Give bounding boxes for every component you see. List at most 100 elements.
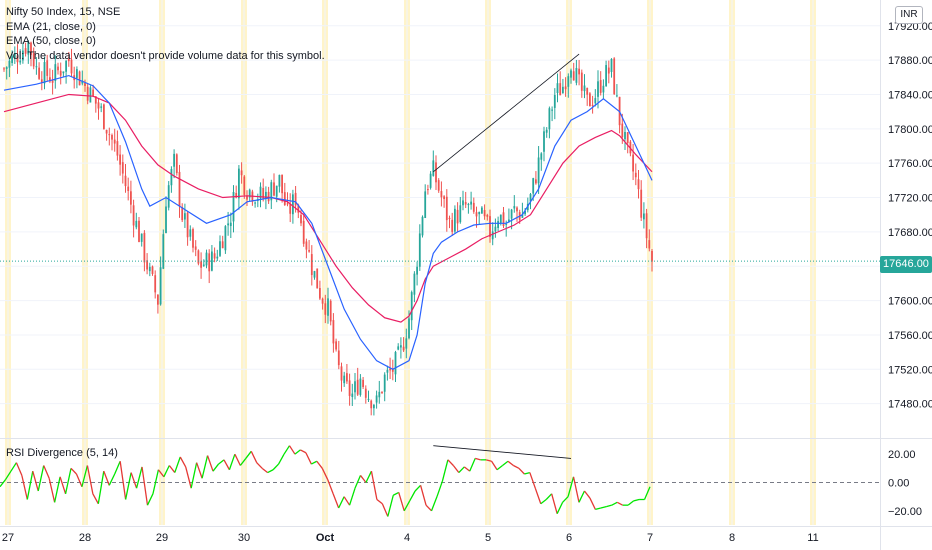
candle-237 (643, 202, 645, 229)
candle-body (340, 366, 343, 381)
candle-body (8, 60, 11, 68)
rsi-pane-label[interactable]: RSI Divergence (5, 14) (6, 447, 118, 459)
candle-168 (456, 202, 459, 232)
candle-body (86, 86, 89, 101)
rsi-segment-7 (37, 465, 45, 492)
ema50-legend[interactable]: EMA (50, close, 0) (6, 35, 96, 47)
candle-140 (381, 391, 383, 395)
candle-190 (516, 206, 518, 222)
rsi-segment-51 (278, 453, 285, 465)
rsi-segment-43 (234, 453, 241, 466)
candle-body (607, 67, 610, 74)
rsi-segment-77 (419, 485, 427, 506)
candle-body (219, 241, 221, 256)
rsi-segment-86 (469, 458, 476, 472)
candle-body (235, 192, 238, 198)
candle-13 (38, 62, 40, 80)
candle-body (121, 162, 124, 174)
candle-body (470, 201, 472, 205)
candle-77 (211, 245, 213, 272)
candle-body (94, 96, 97, 104)
candle-body (443, 196, 445, 200)
candle-0 (3, 67, 5, 72)
rsi-segment-21 (114, 460, 121, 475)
candle-body (513, 206, 516, 209)
rsi-segment-44 (239, 458, 247, 466)
candle-body (432, 160, 435, 176)
candle-187 (508, 208, 510, 223)
rsi-segment-68 (370, 471, 378, 500)
rsi-segment-85 (463, 466, 471, 472)
rsi-segment-16 (86, 465, 94, 494)
candle-body (497, 221, 499, 228)
candle-8 (24, 42, 27, 57)
candle-body (545, 129, 548, 133)
candle-body (413, 273, 416, 295)
rsi-segment-99 (540, 498, 547, 505)
ema21-legend[interactable]: EMA (21, close, 0) (6, 20, 96, 33)
candle-body (278, 174, 281, 187)
rsi-segment-91 (496, 464, 503, 471)
candle-226 (613, 57, 616, 95)
candle-189 (513, 195, 516, 213)
candle-body (78, 71, 81, 86)
candle-91 (248, 188, 251, 202)
candle-144 (391, 359, 394, 381)
candle-body (486, 214, 489, 217)
price-tick-label-9: 17840.00 (888, 89, 932, 101)
time-tick-label-0: 27 (2, 532, 14, 544)
candle-body (127, 186, 130, 192)
candles-group (3, 39, 653, 416)
candle-body (578, 68, 580, 75)
candle-body (329, 300, 332, 322)
candle-69 (189, 225, 192, 241)
rsi-segment-97 (529, 472, 536, 489)
candle-body (327, 298, 329, 316)
rsi-segment-109 (595, 507, 602, 511)
candle-169 (459, 196, 462, 224)
price-tick-label-10: 17880.00 (888, 55, 932, 67)
candle-body (205, 252, 208, 266)
candle-body (524, 210, 526, 215)
candle-45 (124, 164, 127, 193)
candle-body (111, 134, 113, 140)
symbol-title[interactable]: Nifty 50 Index, 15, NSE (6, 6, 121, 18)
candle-body (529, 194, 532, 202)
candle-82 (224, 225, 227, 254)
candle-158 (429, 171, 432, 190)
candle-body (624, 132, 626, 140)
candle-body (540, 153, 543, 160)
candle-87 (238, 165, 240, 210)
candle-body (508, 219, 510, 222)
candle-body (410, 292, 413, 321)
candle-219 (594, 89, 597, 107)
rsi-segment-81 (441, 459, 449, 482)
candle-body (316, 268, 319, 289)
candle-body (481, 207, 483, 214)
candle-body (408, 318, 410, 339)
candle-9 (27, 39, 30, 64)
candle-body (386, 369, 389, 373)
rsi-segment-28 (152, 469, 160, 494)
rsi-segment-2 (10, 462, 17, 472)
candle-11 (32, 47, 35, 70)
candle-body (459, 205, 462, 223)
volume-legend[interactable]: Vol: The data vendor doesn't provide vol… (6, 49, 325, 62)
rsi-segment-82 (447, 459, 454, 466)
candle-65 (178, 164, 181, 218)
rsi-tick-label-0: 20.00 (888, 449, 916, 461)
time-tick-label-5: 4 (404, 532, 410, 544)
candle-body (421, 216, 424, 236)
candle-body (16, 55, 19, 63)
candle-body (532, 178, 535, 194)
candle-body (173, 153, 175, 167)
candle-6 (19, 49, 22, 65)
candle-body (429, 173, 432, 188)
candle-body (305, 241, 308, 250)
candle-body (343, 375, 346, 384)
currency-badge[interactable]: INR (895, 6, 923, 24)
candle-207 (562, 78, 564, 94)
candle-body (626, 132, 629, 144)
